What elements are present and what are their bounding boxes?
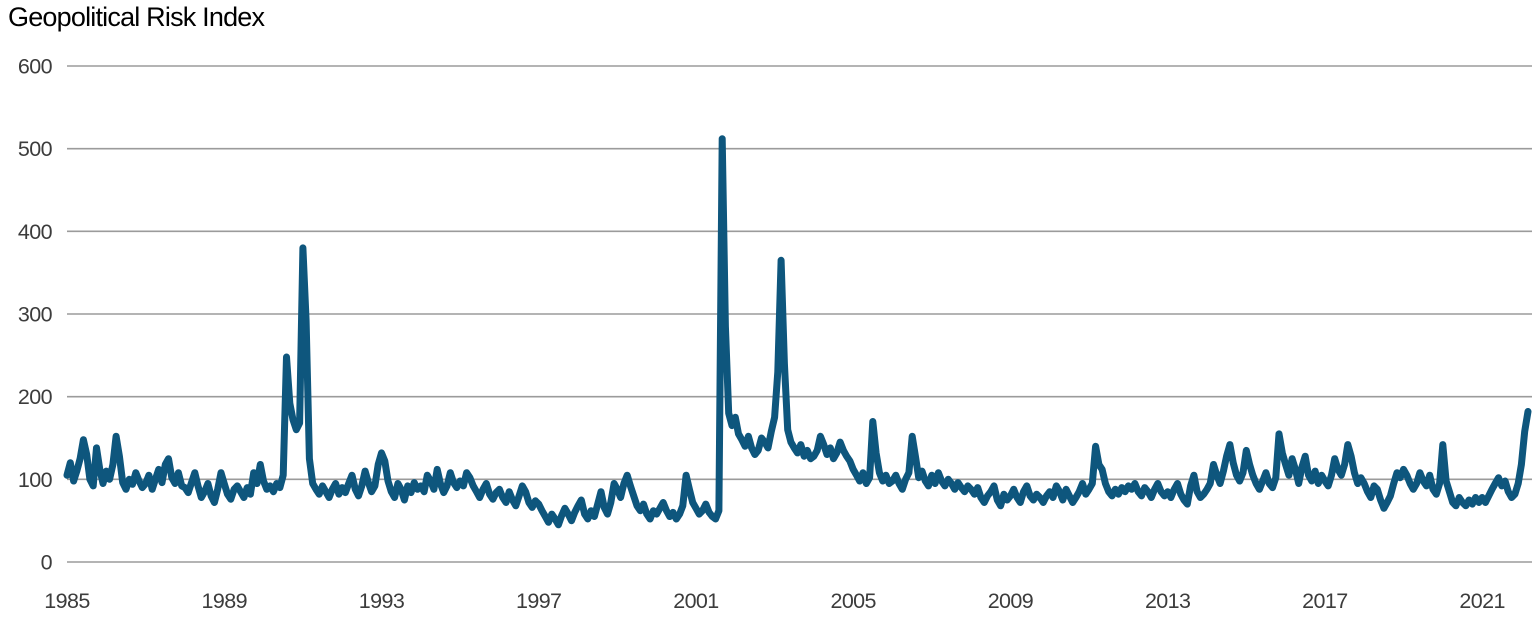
x-tick-label-2005: 2005 <box>830 589 876 613</box>
x-tick-label-1985: 1985 <box>44 589 90 613</box>
x-tick-label-1993: 1993 <box>359 589 405 613</box>
y-tick-label-100: 100 <box>18 468 53 492</box>
x-tick-label-2001: 2001 <box>673 589 718 613</box>
risk-index-line <box>63 135 1532 529</box>
chart-title: Geopolitical Risk Index <box>8 2 265 32</box>
y-tick-label-400: 400 <box>18 220 53 244</box>
x-tick-label-1989: 1989 <box>202 589 247 613</box>
y-tick-label-600: 600 <box>18 55 53 79</box>
y-tick-label-500: 500 <box>18 137 53 161</box>
x-tick-label-2009: 2009 <box>988 589 1033 613</box>
x-tick-label-2013: 2013 <box>1145 589 1191 613</box>
y-tick-label-300: 300 <box>18 303 53 327</box>
x-tick-label-2017: 2017 <box>1302 589 1347 613</box>
y-tick-label-0: 0 <box>41 551 53 575</box>
y-tick-label-200: 200 <box>18 385 53 409</box>
x-tick-label-1997: 1997 <box>516 589 561 613</box>
x-tick-label-2021: 2021 <box>1459 589 1504 613</box>
